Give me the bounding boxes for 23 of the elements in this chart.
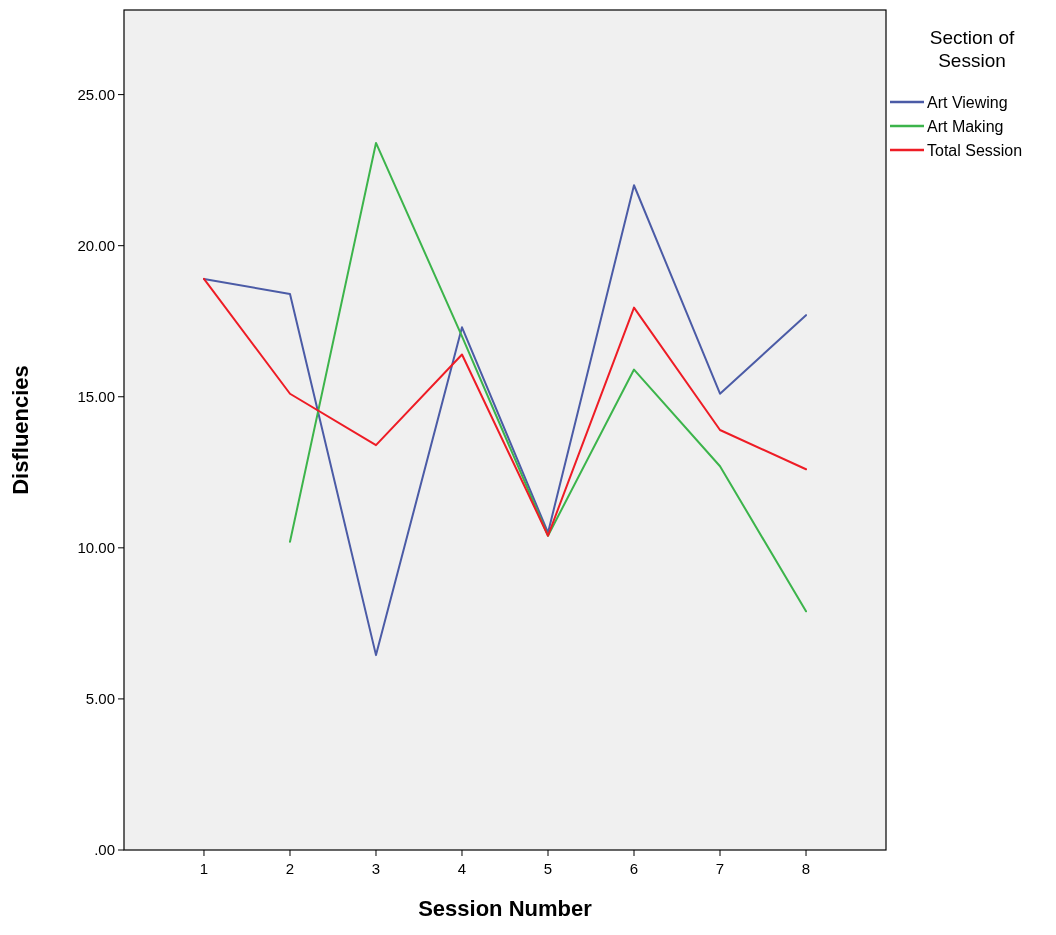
line-series xyxy=(202,184,808,657)
x-tick-label: 3 xyxy=(371,860,381,877)
y-tick-label: 15.00 xyxy=(77,388,115,406)
y-tick-label: 10.00 xyxy=(77,539,115,557)
y-tick-label: 20.00 xyxy=(77,236,115,254)
y-tick-label: 25.00 xyxy=(77,85,115,103)
y-tick-label: .00 xyxy=(94,841,115,859)
x-tick-label: 5 xyxy=(543,860,553,877)
y-tick-label: 5.00 xyxy=(85,690,115,708)
legend-title: Section of Session xyxy=(929,27,1015,71)
line-series xyxy=(202,277,808,537)
x-tick-label: 1 xyxy=(199,860,209,877)
x-tick-label: 2 xyxy=(285,860,295,877)
x-axis-title: Session Number xyxy=(418,896,593,921)
legend-label: Total Session xyxy=(927,141,1023,159)
x-tick-label: 4 xyxy=(457,860,467,877)
legend-label: Art Making xyxy=(927,117,1004,135)
x-tick-label: 7 xyxy=(715,860,725,877)
x-tick-label: 8 xyxy=(801,860,811,877)
y-axis-title: Disfluencies xyxy=(8,365,33,495)
x-tick-label: 6 xyxy=(629,860,639,877)
line-series xyxy=(288,141,808,613)
legend-label: Art Viewing xyxy=(927,93,1008,111)
